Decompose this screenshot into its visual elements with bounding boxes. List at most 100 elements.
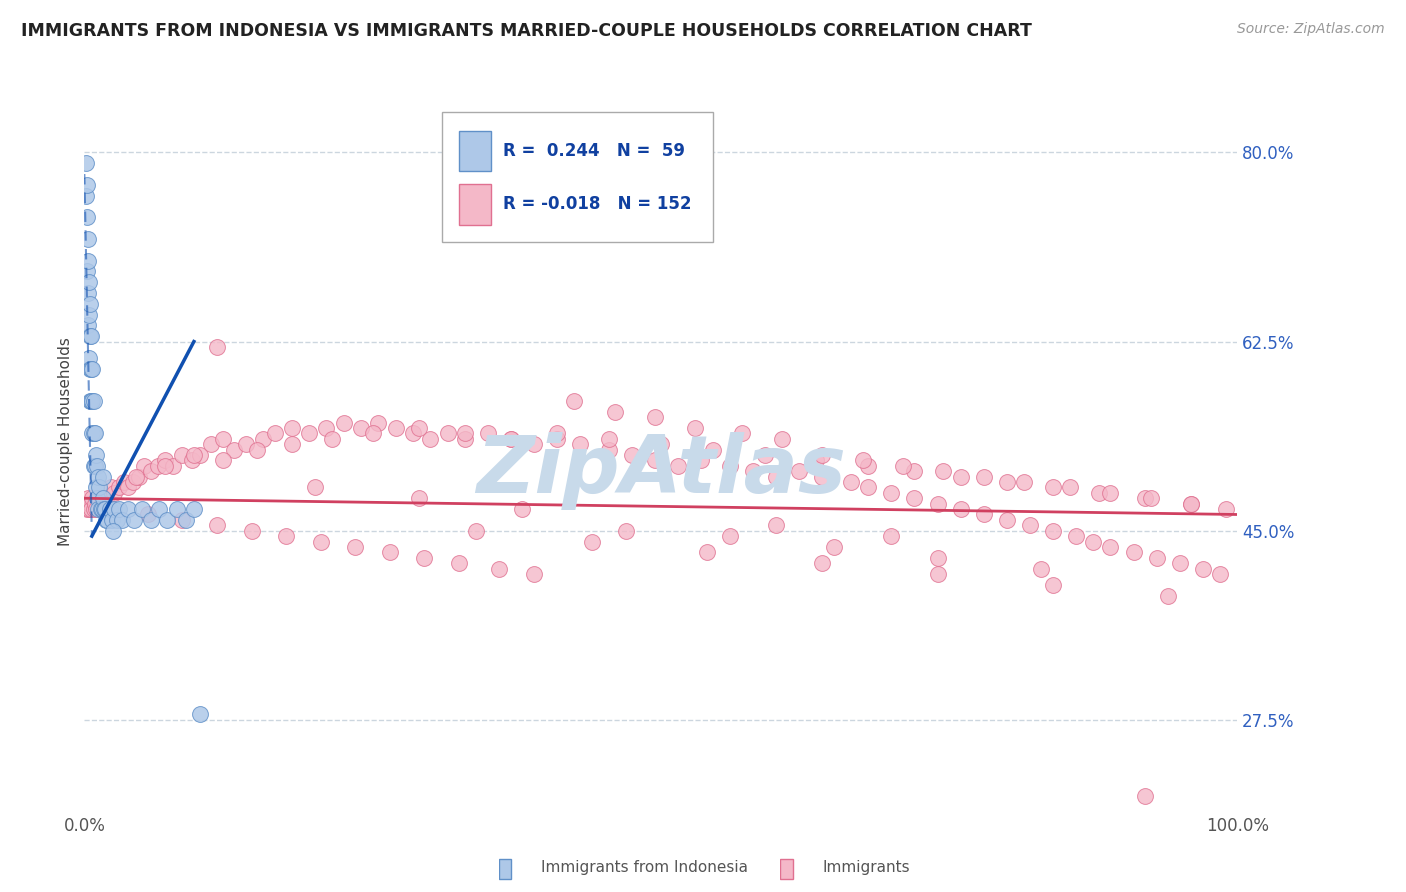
Point xyxy=(1042,578,1064,592)
Point xyxy=(224,442,246,457)
Point xyxy=(83,458,105,473)
Point xyxy=(246,442,269,457)
Point xyxy=(252,432,274,446)
Point xyxy=(83,502,105,516)
Point xyxy=(408,491,430,506)
Point xyxy=(141,464,163,478)
Point xyxy=(523,566,546,581)
Point xyxy=(188,448,211,462)
Point xyxy=(112,475,135,489)
Point xyxy=(523,437,546,451)
Point xyxy=(75,497,97,511)
Point xyxy=(304,480,326,494)
Point xyxy=(82,491,104,506)
Point xyxy=(811,556,834,570)
Point xyxy=(103,486,125,500)
Point xyxy=(690,453,713,467)
Point xyxy=(765,518,787,533)
Point xyxy=(83,394,105,409)
Point xyxy=(188,707,211,722)
Point xyxy=(80,329,103,343)
Point xyxy=(598,442,620,457)
Point xyxy=(146,458,169,473)
Text: Immigrants from Indonesia: Immigrants from Indonesia xyxy=(541,861,748,875)
Point xyxy=(77,502,100,516)
Point xyxy=(702,442,724,457)
Point xyxy=(1099,486,1122,500)
Point xyxy=(685,421,707,435)
Point xyxy=(1042,524,1064,538)
Point xyxy=(200,437,222,451)
Point xyxy=(100,480,122,494)
Point xyxy=(765,469,787,483)
Point xyxy=(76,318,98,333)
Point xyxy=(361,426,384,441)
Point xyxy=(454,432,477,446)
Point xyxy=(96,513,118,527)
Point xyxy=(117,480,139,494)
Point xyxy=(91,502,114,516)
Point xyxy=(87,469,110,483)
Point xyxy=(408,421,430,435)
Point xyxy=(79,297,101,311)
Point xyxy=(281,421,304,435)
Point xyxy=(603,405,626,419)
Point xyxy=(108,480,131,494)
Point xyxy=(1083,534,1105,549)
Point xyxy=(1157,589,1180,603)
Point xyxy=(153,453,176,467)
Point xyxy=(569,437,592,451)
Point xyxy=(86,491,108,506)
FancyBboxPatch shape xyxy=(460,130,491,171)
Point xyxy=(880,529,903,543)
Point xyxy=(98,502,121,516)
Point xyxy=(131,502,153,516)
Point xyxy=(94,502,117,516)
Point xyxy=(80,502,103,516)
Point xyxy=(77,351,100,365)
Point xyxy=(333,416,356,430)
Point xyxy=(103,502,125,516)
Point xyxy=(90,502,112,516)
Point xyxy=(477,426,499,441)
Point xyxy=(730,426,752,441)
Point xyxy=(180,453,202,467)
Point xyxy=(75,156,97,170)
Point xyxy=(564,394,586,409)
Point xyxy=(754,448,776,462)
Point xyxy=(995,513,1018,527)
Point xyxy=(384,421,406,435)
Point xyxy=(644,410,666,425)
Point xyxy=(1191,561,1213,575)
Point xyxy=(76,264,98,278)
Point xyxy=(1042,480,1064,494)
Point xyxy=(1180,497,1202,511)
Point xyxy=(465,524,488,538)
Point xyxy=(806,453,828,467)
Point xyxy=(1133,789,1156,803)
Point xyxy=(111,513,134,527)
Text: IMMIGRANTS FROM INDONESIA VS IMMIGRANTS MARRIED-COUPLE HOUSEHOLDS CORRELATION CH: IMMIGRANTS FROM INDONESIA VS IMMIGRANTS … xyxy=(21,22,1032,40)
Point xyxy=(927,497,949,511)
FancyBboxPatch shape xyxy=(460,184,491,225)
Point xyxy=(891,458,914,473)
Point xyxy=(696,545,718,559)
Text: R = -0.018   N = 152: R = -0.018 N = 152 xyxy=(503,194,692,213)
Point xyxy=(89,497,111,511)
Point xyxy=(101,513,124,527)
Point xyxy=(852,453,875,467)
Point xyxy=(546,432,568,446)
Point xyxy=(787,464,810,478)
Point xyxy=(77,275,100,289)
Point xyxy=(183,502,205,516)
Point xyxy=(79,329,101,343)
Point xyxy=(166,502,188,516)
Point xyxy=(87,491,110,506)
Point xyxy=(156,513,179,527)
Text: Source: ZipAtlas.com: Source: ZipAtlas.com xyxy=(1237,22,1385,37)
Point xyxy=(770,432,793,446)
Point xyxy=(321,432,343,446)
Point xyxy=(105,513,128,527)
Point xyxy=(858,458,880,473)
Point xyxy=(995,475,1018,489)
